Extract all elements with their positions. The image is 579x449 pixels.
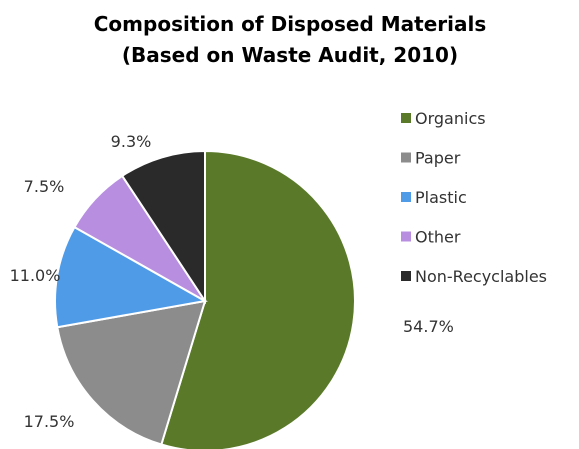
legend-label-non-recyclables: Non-Recyclables: [415, 267, 547, 286]
pie-slice-organics: [160, 149, 356, 449]
legend-swatch-non-recyclables: [401, 271, 411, 281]
legend-label-paper: Paper: [415, 149, 461, 168]
slice-label-other: 7.5%: [24, 177, 65, 196]
pie-slice-plastic: [54, 225, 208, 329]
legend-label-other: Other: [415, 228, 461, 247]
pie-slice-paper: [56, 299, 207, 446]
legend-label-plastic: Plastic: [415, 188, 467, 207]
legend-label-organics: Organics: [415, 109, 486, 128]
chart-title: Composition of Disposed Materials: [94, 12, 487, 36]
legend-swatch-other: [401, 231, 411, 242]
slice-label-organics: 54.7%: [403, 317, 454, 336]
pie-slices: [54, 149, 356, 449]
slice-label-paper: 17.5%: [24, 412, 75, 431]
slice-labels: 54.7% 17.5% 11.0% 7.5% 9.3%: [10, 132, 454, 431]
chart-subtitle: (Based on Waste Audit, 2010): [122, 43, 458, 67]
legend-swatch-organics: [401, 113, 411, 123]
legend-swatch-plastic: [401, 192, 411, 202]
slice-label-non-recyclables: 9.3%: [111, 132, 152, 151]
legend-swatch-paper: [401, 152, 411, 163]
slice-label-plastic: 11.0%: [10, 266, 61, 285]
legend: Organics Paper Plastic Other Non-Recyclables: [401, 109, 547, 286]
pie-slice-non-recyclables: [120, 149, 206, 305]
